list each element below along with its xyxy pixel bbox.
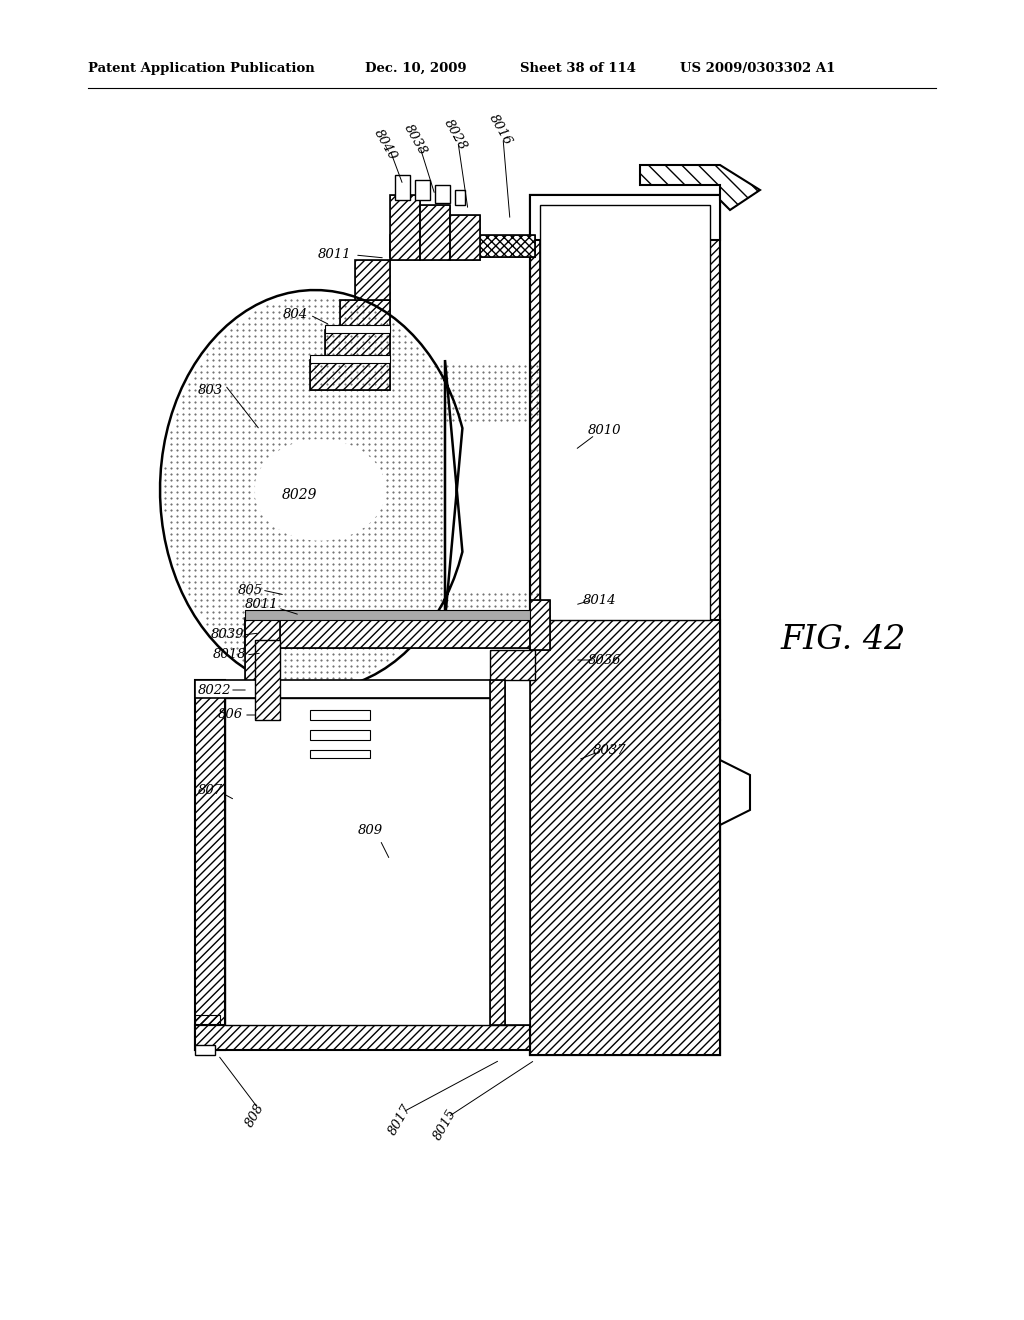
Bar <box>530 620 720 1055</box>
Text: 804: 804 <box>283 309 307 322</box>
Bar <box>195 680 225 1049</box>
Bar <box>435 185 450 203</box>
Bar <box>395 176 410 201</box>
Text: 806: 806 <box>217 709 243 722</box>
Text: 8015: 8015 <box>431 1107 459 1143</box>
Bar <box>310 360 390 389</box>
Bar <box>310 750 370 758</box>
Bar <box>490 649 535 680</box>
Bar <box>325 330 390 360</box>
Bar <box>530 195 720 1055</box>
Text: US 2009/0303302 A1: US 2009/0303302 A1 <box>680 62 836 75</box>
Bar <box>355 260 390 300</box>
Bar <box>540 205 710 620</box>
Bar <box>325 330 390 360</box>
Text: 8039: 8039 <box>211 628 245 642</box>
Bar <box>340 300 390 330</box>
Text: 8029: 8029 <box>283 488 317 502</box>
Bar <box>245 610 530 620</box>
Bar <box>245 618 530 648</box>
Bar <box>390 195 420 260</box>
Bar <box>245 620 280 741</box>
Text: 8016: 8016 <box>486 112 514 148</box>
Bar <box>255 640 280 719</box>
Bar <box>195 680 530 698</box>
Bar <box>195 1015 220 1026</box>
Text: 8017: 8017 <box>386 1102 414 1138</box>
Bar <box>390 195 420 260</box>
Bar <box>245 618 530 648</box>
Text: 807: 807 <box>198 784 222 796</box>
Bar <box>310 355 390 363</box>
Text: 8011: 8011 <box>246 598 279 611</box>
Bar <box>530 620 720 1055</box>
Text: 8022: 8022 <box>199 684 231 697</box>
Bar <box>490 680 505 1026</box>
Bar <box>495 680 530 1026</box>
Bar <box>530 601 550 649</box>
Polygon shape <box>720 760 750 825</box>
Text: 809: 809 <box>357 824 383 837</box>
Bar <box>450 215 480 260</box>
Bar <box>450 215 480 260</box>
Text: 808: 808 <box>243 1101 267 1129</box>
Text: 8036: 8036 <box>588 653 622 667</box>
Bar <box>245 620 280 741</box>
Bar <box>195 680 225 1049</box>
Bar <box>310 710 370 719</box>
Text: Patent Application Publication: Patent Application Publication <box>88 62 314 75</box>
Bar <box>420 205 450 260</box>
Bar <box>530 195 720 1055</box>
Bar <box>340 300 390 330</box>
Bar <box>225 698 515 1026</box>
Bar <box>310 730 370 741</box>
Bar <box>310 360 390 389</box>
Text: 803: 803 <box>198 384 222 396</box>
Text: 8018: 8018 <box>213 648 247 661</box>
Polygon shape <box>640 165 760 210</box>
Text: 805: 805 <box>238 583 262 597</box>
Bar <box>390 235 535 257</box>
Text: Dec. 10, 2009: Dec. 10, 2009 <box>365 62 467 75</box>
Text: 8040: 8040 <box>371 127 399 162</box>
Ellipse shape <box>255 440 385 540</box>
Bar <box>540 205 710 620</box>
Text: 8014: 8014 <box>584 594 616 606</box>
Bar <box>325 325 390 333</box>
Bar <box>355 260 390 300</box>
Bar <box>195 1026 530 1049</box>
Bar <box>455 190 465 205</box>
Bar <box>490 649 535 680</box>
Bar <box>490 680 505 1026</box>
Bar <box>255 640 280 719</box>
Text: 8010: 8010 <box>588 424 622 437</box>
Polygon shape <box>195 1045 215 1055</box>
Text: 8011: 8011 <box>318 248 352 261</box>
Text: 8037: 8037 <box>593 743 627 756</box>
Text: Sheet 38 of 114: Sheet 38 of 114 <box>520 62 636 75</box>
Text: FIG. 42: FIG. 42 <box>780 624 905 656</box>
Text: 8028: 8028 <box>441 117 469 153</box>
Bar <box>530 601 550 649</box>
Bar <box>195 1026 530 1049</box>
Text: 8038: 8038 <box>401 123 429 158</box>
Bar <box>420 205 450 260</box>
Bar <box>390 235 535 257</box>
Bar <box>415 180 430 201</box>
Bar <box>530 195 720 240</box>
